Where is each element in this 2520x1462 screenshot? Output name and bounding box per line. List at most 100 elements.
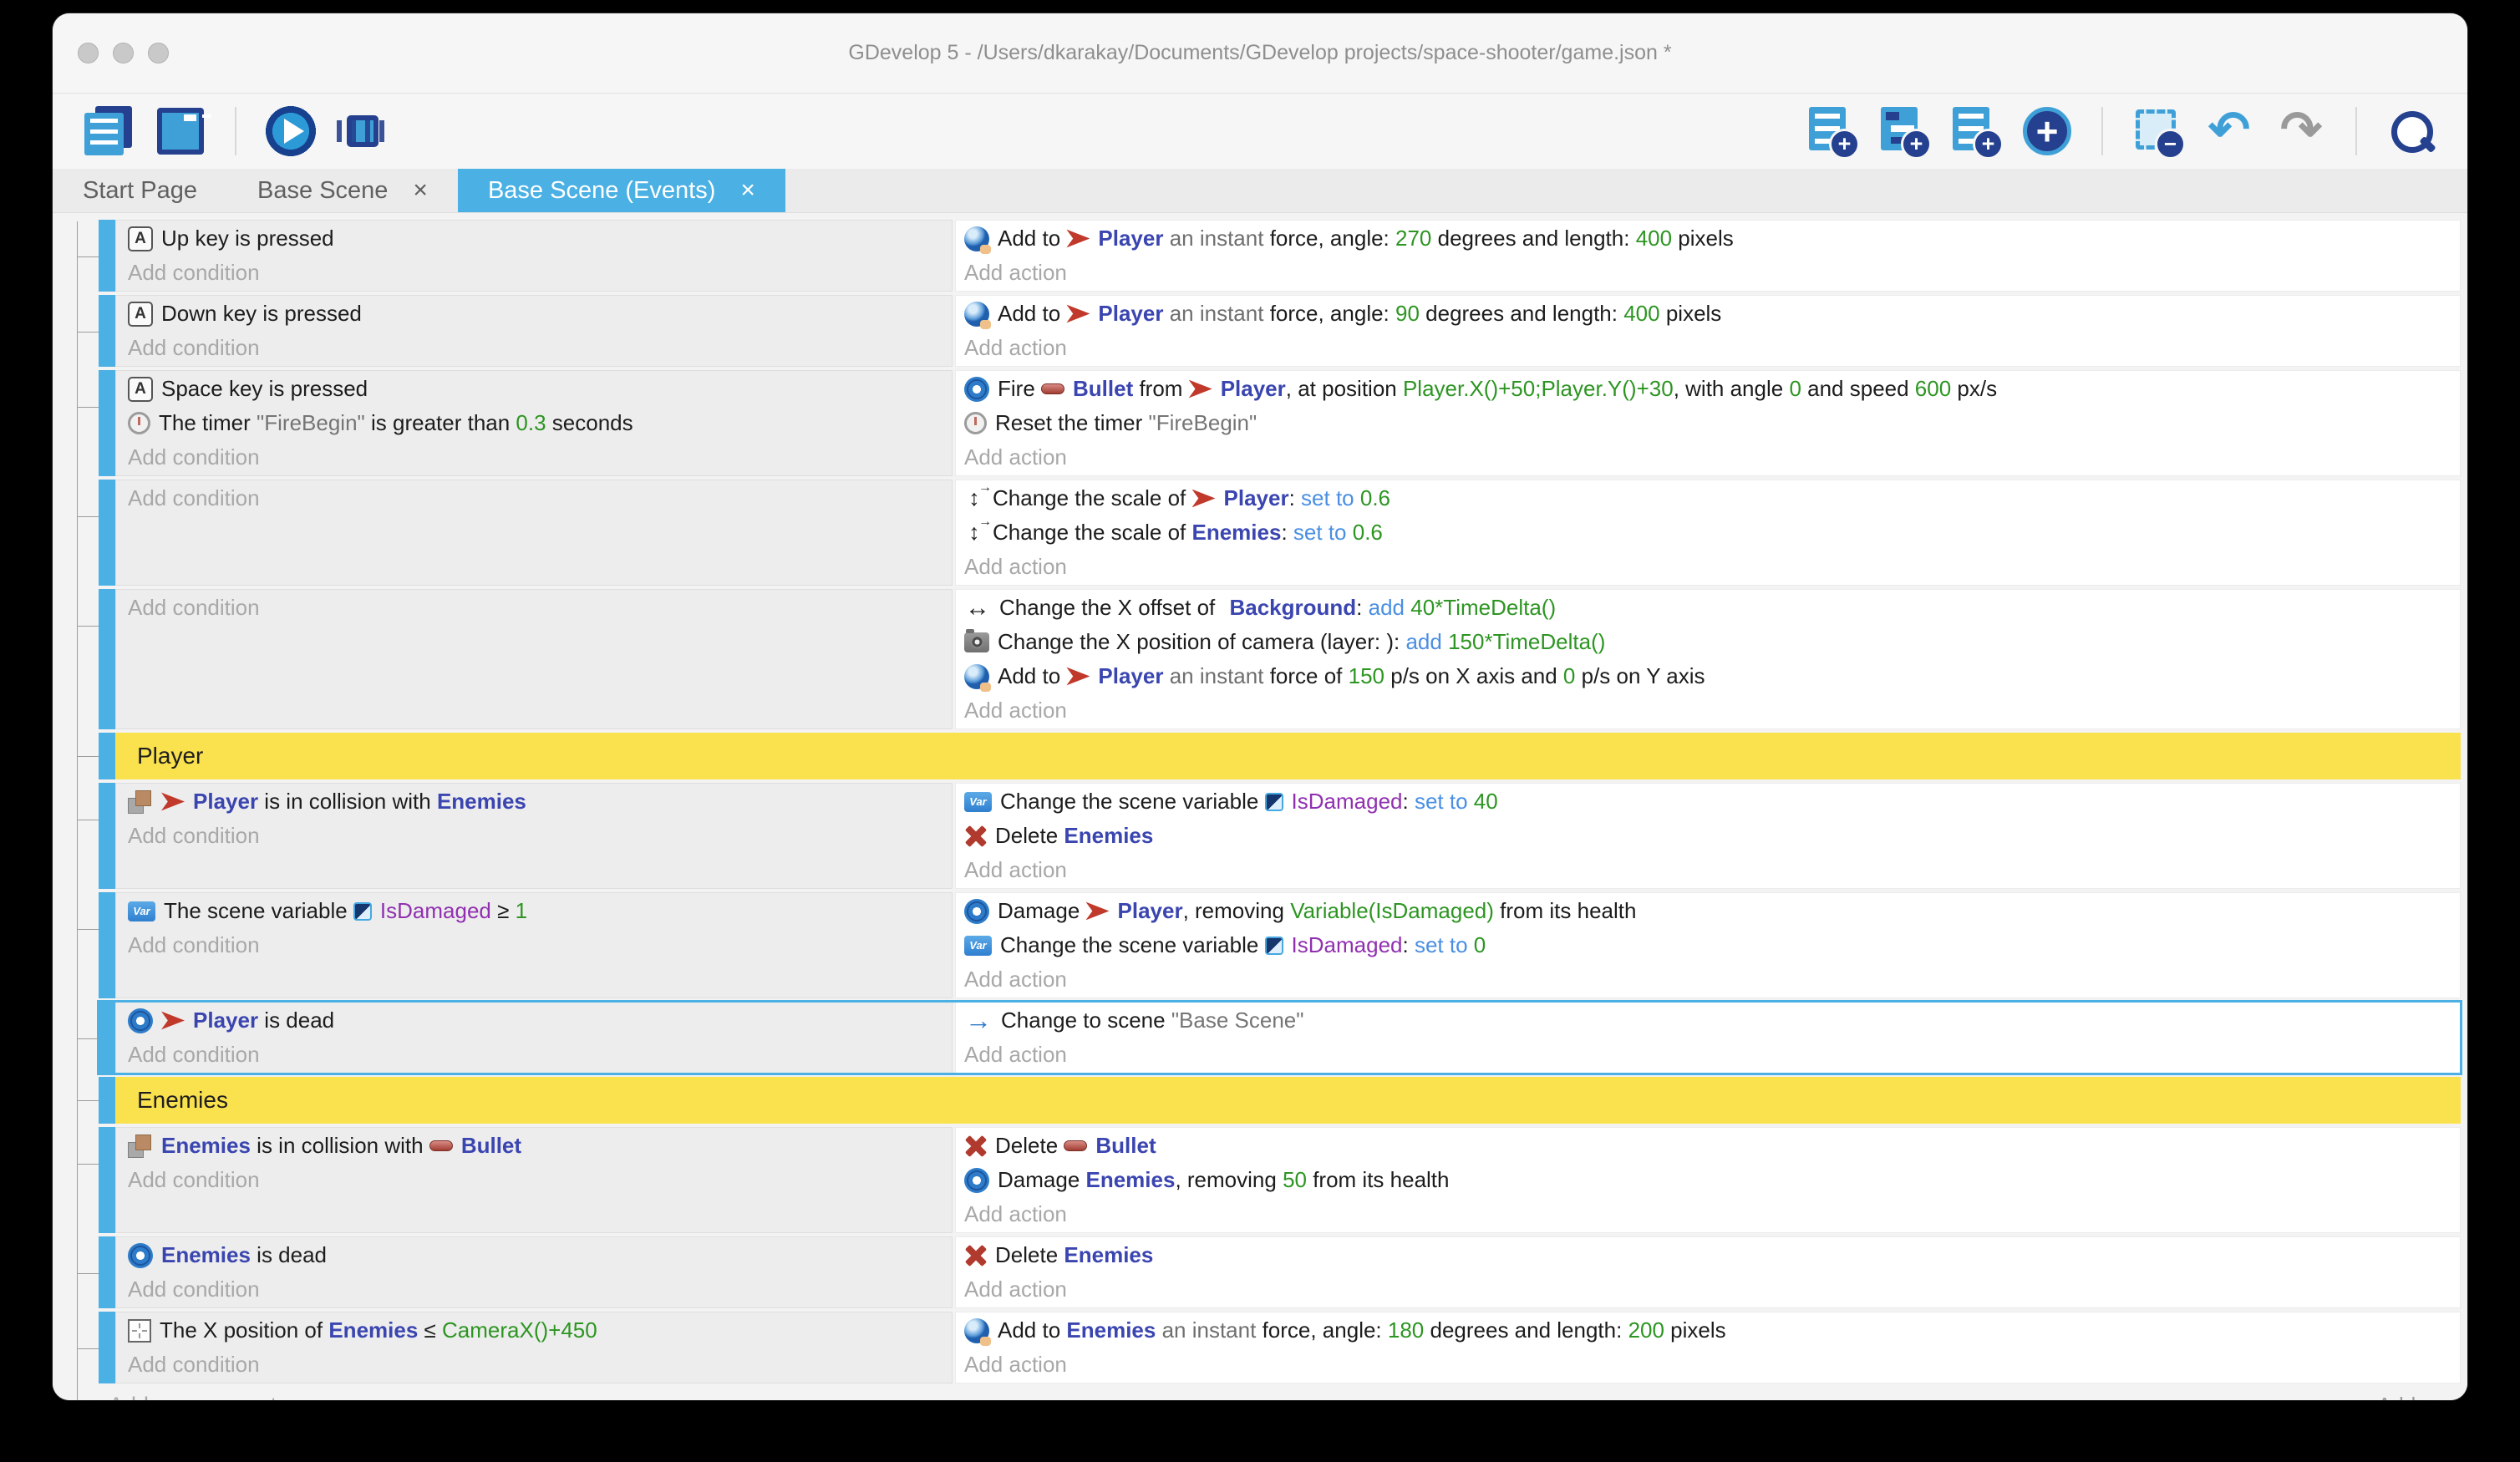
text-segment: Fire xyxy=(998,376,1041,401)
events-footer: Add a new event Add... xyxy=(99,1387,2434,1401)
action-line[interactable]: Change the scene variable IsDamaged: set… xyxy=(964,784,2460,819)
play-icon[interactable] xyxy=(265,105,317,157)
text-segment: 40 xyxy=(1473,789,1498,814)
text-segment: Bullet xyxy=(1073,376,1134,401)
tab-base-scene[interactable]: Base Scene × xyxy=(227,169,458,212)
action-line[interactable]: Change the scale of Enemies: set to 0.6 xyxy=(964,515,2460,550)
tab-base-scene-events[interactable]: Base Scene (Events) × xyxy=(457,169,785,212)
add-action-button[interactable]: Add action xyxy=(964,554,1067,579)
condition-line[interactable]: The scene variable IsDamaged ≥ 1 xyxy=(128,894,952,928)
player-icon xyxy=(1188,379,1212,398)
actions-cell: Delete Enemies Add action xyxy=(955,1236,2461,1308)
action-line[interactable]: Delete Bullet xyxy=(964,1129,2460,1163)
condition-line[interactable]: Down key is pressed xyxy=(128,297,952,331)
text-segment: set to xyxy=(1301,485,1360,510)
action-line[interactable]: Add to Player an instant force, angle: 9… xyxy=(964,297,2460,331)
action-line[interactable]: Change the X position of camera (layer: … xyxy=(964,625,2460,659)
search-icon[interactable] xyxy=(2385,105,2437,157)
add-action-button[interactable]: Add action xyxy=(964,857,1067,882)
add-condition-button[interactable]: Add condition xyxy=(128,485,260,510)
action-line[interactable]: Damage Enemies, removing 50 from its hea… xyxy=(964,1163,2460,1197)
add-condition-button[interactable]: Add condition xyxy=(128,260,260,285)
add-circle-icon[interactable] xyxy=(2021,105,2073,157)
close-tab-icon[interactable]: × xyxy=(413,176,428,204)
add-condition-button[interactable]: Add condition xyxy=(128,932,260,957)
add-action-button[interactable]: Add action xyxy=(964,698,1067,723)
group-header[interactable]: Enemies xyxy=(115,1077,2461,1124)
condition-line[interactable]: The X position of Enemies ≤ CameraX()+45… xyxy=(128,1313,952,1348)
action-line[interactable]: Delete Enemies xyxy=(964,819,2460,853)
variable-badge-icon xyxy=(353,901,372,921)
text-segment: 90 xyxy=(1395,301,1420,326)
tab-start-page[interactable]: Start Page xyxy=(53,169,227,212)
add-condition-button[interactable]: Add condition xyxy=(128,1277,260,1302)
event-row: Enemies is dead Add condition Delete Enemi… xyxy=(77,1236,2461,1308)
text-segment: Change the scene variable xyxy=(1000,789,1265,814)
action-line[interactable]: Reset the timer "FireBegin" xyxy=(964,406,2460,440)
condition-line[interactable]: Space key is pressed xyxy=(128,372,952,406)
scene-editor-icon[interactable] xyxy=(155,105,206,157)
deselect-icon[interactable] xyxy=(2131,105,2186,160)
add-event-icon[interactable] xyxy=(1806,105,1860,160)
add-action-button[interactable]: Add action xyxy=(964,444,1067,470)
condition-line[interactable]: Up key is pressed xyxy=(128,221,952,256)
add-action-button[interactable]: Add action xyxy=(964,967,1067,992)
redo-icon[interactable] xyxy=(2275,105,2327,157)
bullet-icon xyxy=(429,1140,453,1151)
action-line[interactable]: Damage Player, removing Variable(IsDamag… xyxy=(964,894,2460,928)
text-segment: Player.X()+50;Player.Y()+30 xyxy=(1402,376,1674,401)
event-row: Add condition Change the scale of Player:… xyxy=(77,480,2461,586)
undo-icon[interactable] xyxy=(2203,105,2255,157)
bullet-icon xyxy=(1064,1140,1088,1151)
actions-cell: Damage Player, removing Variable(IsDamag… xyxy=(955,892,2461,998)
event-indent-bar xyxy=(99,783,115,889)
add-new-event-button[interactable]: Add a new event xyxy=(99,1393,2377,1401)
project-manager-icon[interactable] xyxy=(83,105,135,157)
add-action-button[interactable]: Add action xyxy=(964,1352,1067,1377)
action-line[interactable]: Add to Enemies an instant force, angle: … xyxy=(964,1313,2460,1348)
condition-line[interactable]: Player is dead xyxy=(128,1003,952,1038)
group-header[interactable]: Player xyxy=(115,733,2461,779)
text-segment: pixels xyxy=(1672,226,1734,251)
add-condition-button[interactable]: Add condition xyxy=(128,595,260,620)
add-action-button[interactable]: Add action xyxy=(964,260,1067,285)
add-comment-icon[interactable] xyxy=(1949,105,2004,160)
app-window: GDevelop 5 - /Users/dkarakay/Documents/G… xyxy=(53,13,2467,1400)
add-condition-button[interactable]: Add condition xyxy=(128,444,260,470)
minimize-window-button[interactable] xyxy=(113,43,134,63)
add-condition-button[interactable]: Add condition xyxy=(128,335,260,360)
close-tab-icon[interactable]: × xyxy=(740,176,755,204)
condition-line[interactable]: Player is in collision with Enemies xyxy=(128,784,952,819)
action-line[interactable]: Add to Player an instant force, angle: 2… xyxy=(964,221,2460,256)
add-action-button[interactable]: Add action xyxy=(964,1277,1067,1302)
close-window-button[interactable] xyxy=(78,43,99,63)
event-indent-bar xyxy=(99,892,115,998)
add-more-button[interactable]: Add... xyxy=(2377,1393,2434,1401)
action-line[interactable]: Change to scene "Base Scene" xyxy=(964,1003,2460,1038)
debug-icon[interactable] xyxy=(337,105,389,157)
text-segment: Up key is pressed xyxy=(161,226,334,251)
action-line[interactable]: Delete Enemies xyxy=(964,1238,2460,1272)
action-line[interactable]: Fire Bullet from Player, at position Pla… xyxy=(964,372,2460,406)
text-segment: force, angle: xyxy=(1262,1317,1388,1343)
text-segment: The X position of xyxy=(160,1317,329,1343)
add-condition-button[interactable]: Add condition xyxy=(128,823,260,848)
condition-line[interactable]: Enemies is in collision with Bullet xyxy=(128,1129,952,1163)
text-segment: Change the scale of xyxy=(993,520,1192,545)
add-action-button[interactable]: Add action xyxy=(964,1042,1067,1067)
action-line[interactable]: Add to Player an instant force of 150 p/… xyxy=(964,659,2460,693)
action-line[interactable]: Change the scene variable IsDamaged: set… xyxy=(964,928,2460,962)
condition-line[interactable]: The timer "FireBegin" is greater than 0.… xyxy=(128,406,952,440)
text-segment: The timer xyxy=(159,410,257,435)
add-action-button[interactable]: Add action xyxy=(964,335,1067,360)
add-condition-button[interactable]: Add condition xyxy=(128,1352,260,1377)
condition-line[interactable]: Enemies is dead xyxy=(128,1238,952,1272)
action-line[interactable]: Change the X offset of Background: add 4… xyxy=(964,591,2460,625)
add-subevent-icon[interactable] xyxy=(1877,105,1932,160)
add-condition-button[interactable]: Add condition xyxy=(128,1042,260,1067)
action-line[interactable]: Change the scale of Player: set to 0.6 xyxy=(964,481,2460,515)
zoom-window-button[interactable] xyxy=(148,43,169,63)
add-condition-button[interactable]: Add condition xyxy=(128,1167,260,1192)
add-action-button[interactable]: Add action xyxy=(964,1201,1067,1226)
text-segment: Enemies xyxy=(436,789,526,814)
